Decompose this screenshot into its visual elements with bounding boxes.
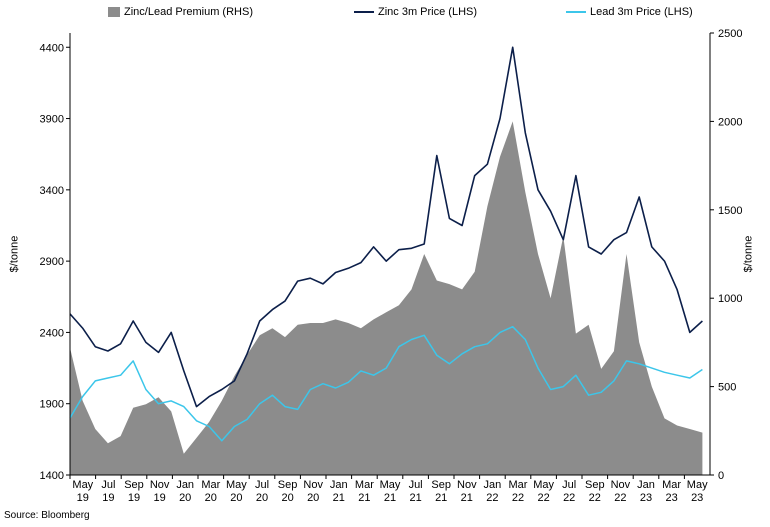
x-tick-label-year: 19: [102, 492, 114, 504]
x-tick-label-year: 21: [358, 492, 370, 504]
y-axis-label-left: $/tonne: [8, 235, 21, 273]
legend: Zinc/Lead Premium (RHS) Zinc 3m Price (L…: [0, 6, 770, 26]
legend-swatch-lead: [566, 11, 586, 13]
x-tick-label-month: Jan: [637, 479, 655, 491]
x-tick-label-month: Nov: [303, 479, 323, 491]
x-tick-label-month: Sep: [124, 479, 144, 491]
x-tick-label-month: Jul: [562, 479, 576, 491]
y-tick-right-label: 2000: [718, 116, 742, 128]
x-tick-label-year: 21: [435, 492, 447, 504]
x-tick-label-month: Jan: [484, 479, 502, 491]
legend-item-lead: Lead 3m Price (LHS): [566, 6, 693, 18]
x-tick-label-month: Sep: [431, 479, 451, 491]
x-tick-label-month: Mar: [662, 479, 681, 491]
legend-item-premium: Zinc/Lead Premium (RHS): [108, 6, 253, 18]
x-tick-label-month: Nov: [457, 479, 477, 491]
legend-label-lead: Lead 3m Price (LHS): [590, 6, 693, 18]
legend-swatch-zinc: [354, 11, 374, 13]
x-tick-label-month: Jan: [176, 479, 194, 491]
x-tick-label-year: 20: [281, 492, 293, 504]
x-tick-label-month: May: [533, 479, 554, 491]
x-tick-label-year: 20: [230, 492, 242, 504]
x-tick-label-year: 21: [333, 492, 345, 504]
legend-swatch-premium: [108, 7, 120, 17]
y-tick-right-label: 2500: [718, 28, 742, 40]
x-tick-label-month: Jul: [409, 479, 423, 491]
y-tick-left-label: 3900: [40, 114, 64, 126]
series-area-premium: [70, 121, 703, 476]
x-tick-label-year: 22: [589, 492, 601, 504]
y-tick-left-label: 4400: [40, 42, 64, 54]
x-tick-label-year: 20: [179, 492, 191, 504]
x-tick-label-month: Sep: [278, 479, 298, 491]
x-tick-label-year: 22: [512, 492, 524, 504]
legend-label-premium: Zinc/Lead Premium (RHS): [124, 6, 253, 18]
x-tick-label-month: Jan: [330, 479, 348, 491]
x-tick-label-month: Mar: [355, 479, 374, 491]
x-tick-label-year: 23: [640, 492, 652, 504]
x-tick-label-year: 23: [665, 492, 677, 504]
x-tick-label-month: Jul: [255, 479, 269, 491]
source-note: Source: Bloomberg: [4, 510, 90, 521]
y-tick-right-label: 1000: [718, 293, 742, 305]
y-tick-right-label: 0: [718, 470, 724, 482]
legend-label-zinc: Zinc 3m Price (LHS): [378, 6, 478, 18]
x-tick-label-month: May: [687, 479, 708, 491]
x-tick-label-month: May: [380, 479, 401, 491]
x-tick-label-year: 22: [486, 492, 498, 504]
x-tick-label-month: May: [72, 479, 93, 491]
x-tick-label-year: 21: [461, 492, 473, 504]
series-line-zinc: [69, 46, 703, 408]
x-tick-label-year: 19: [128, 492, 140, 504]
x-tick-label-year: 22: [614, 492, 626, 504]
legend-item-zinc: Zinc 3m Price (LHS): [354, 6, 477, 18]
x-tick-label-year: 19: [77, 492, 89, 504]
x-tick-label-year: 22: [563, 492, 575, 504]
x-tick-label-year: 20: [256, 492, 268, 504]
x-tick-label-month: Nov: [150, 479, 170, 491]
x-tick-label-year: 20: [307, 492, 319, 504]
y-tick-left-label: 2900: [40, 256, 64, 268]
x-tick-label-year: 23: [691, 492, 703, 504]
y-tick-left-label: 3400: [40, 185, 64, 197]
x-tick-label-year: 20: [205, 492, 217, 504]
y-tick-left-label: 2400: [40, 327, 64, 339]
x-tick-label-month: Nov: [611, 479, 631, 491]
x-tick-label-month: Sep: [585, 479, 605, 491]
x-tick-label-year: 21: [409, 492, 421, 504]
y-tick-left-label: 1900: [40, 399, 64, 411]
x-tick-label-month: Jul: [101, 479, 115, 491]
x-tick-label-month: Mar: [201, 479, 220, 491]
y-axis-label-right: $/tonne: [742, 235, 755, 273]
y-tick-left-label: 1400: [40, 470, 64, 482]
y-tick-right-label: 500: [718, 382, 736, 394]
y-tick-right-label: 1500: [718, 205, 742, 217]
x-tick-label-month: Mar: [509, 479, 528, 491]
x-tick-label-month: May: [226, 479, 247, 491]
x-tick-label-year: 22: [537, 492, 549, 504]
x-tick-label-year: 21: [384, 492, 396, 504]
x-tick-label-year: 19: [153, 492, 165, 504]
series-line-lead: [69, 325, 703, 442]
